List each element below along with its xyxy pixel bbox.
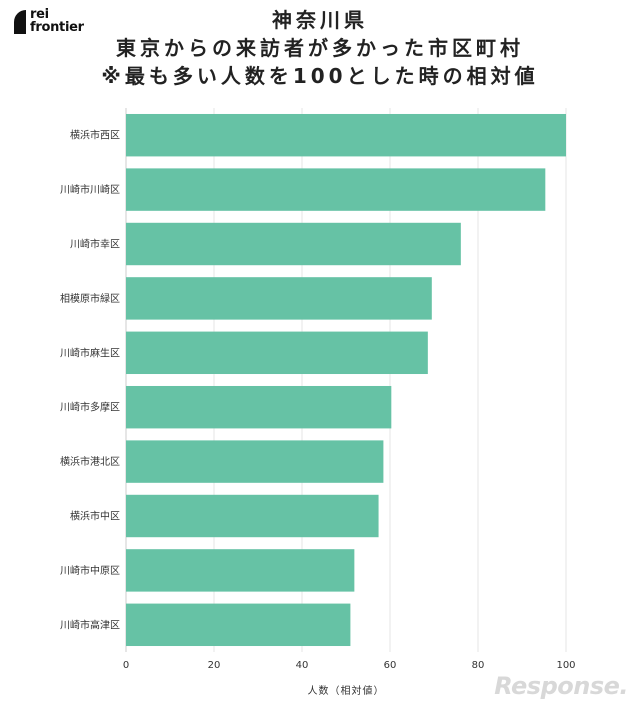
- x-tick-label: 0: [123, 660, 129, 671]
- bar: [126, 549, 355, 592]
- x-tick-label: 100: [556, 660, 575, 671]
- category-label: 川崎市中原区: [60, 564, 120, 577]
- category-label: 川崎市川崎区: [60, 183, 120, 196]
- bar: [126, 385, 392, 429]
- bar: [126, 277, 432, 320]
- category-label: 横浜市中区: [70, 510, 120, 523]
- x-axis-title: 人数（相対値）: [308, 684, 385, 697]
- category-label: 横浜市西区: [70, 129, 120, 142]
- x-tick-label: 20: [208, 660, 221, 671]
- category-label: 川崎市幸区: [70, 238, 120, 251]
- chart-title: 神奈川県: [272, 8, 368, 32]
- bars: [126, 113, 566, 647]
- watermark: Response.: [494, 672, 628, 700]
- bar: [126, 113, 566, 157]
- bar: [126, 168, 546, 211]
- category-label: 相模原市緑区: [60, 292, 120, 305]
- bar: [126, 440, 384, 483]
- brand-logo-text: rei frontier: [30, 8, 84, 34]
- chart-title-block: 神奈川県 東京からの来訪者が多かった市区町村 ※最も多い人数を100とした時の相…: [80, 6, 560, 90]
- bar: [126, 222, 461, 266]
- bar: [126, 603, 351, 647]
- chart-subtitle: 東京からの来訪者が多かった市区町村: [116, 36, 524, 60]
- brand-logo: rei frontier: [14, 8, 84, 34]
- category-label: 横浜市港北区: [60, 455, 120, 468]
- brand-line-1: rei: [30, 7, 49, 22]
- category-label: 川崎市多摩区: [60, 401, 120, 414]
- category-labels: 横浜市西区川崎市川崎区川崎市幸区相模原市緑区川崎市麻生区川崎市多摩区横浜市港北区…: [60, 129, 120, 632]
- bar: [126, 494, 379, 538]
- chart-note: ※最も多い人数を100とした時の相対値: [101, 64, 539, 88]
- x-tick-label: 80: [472, 660, 485, 671]
- brand-line-2: frontier: [30, 20, 84, 35]
- category-label: 川崎市高津区: [60, 618, 120, 631]
- bar: [126, 331, 428, 375]
- category-label: 川崎市麻生区: [60, 346, 120, 359]
- x-tick-labels: 0 20 40 60 80 100: [123, 660, 576, 671]
- brand-logo-mark: [14, 10, 26, 34]
- x-tick-label: 40: [296, 660, 309, 671]
- x-tick-label: 60: [384, 660, 397, 671]
